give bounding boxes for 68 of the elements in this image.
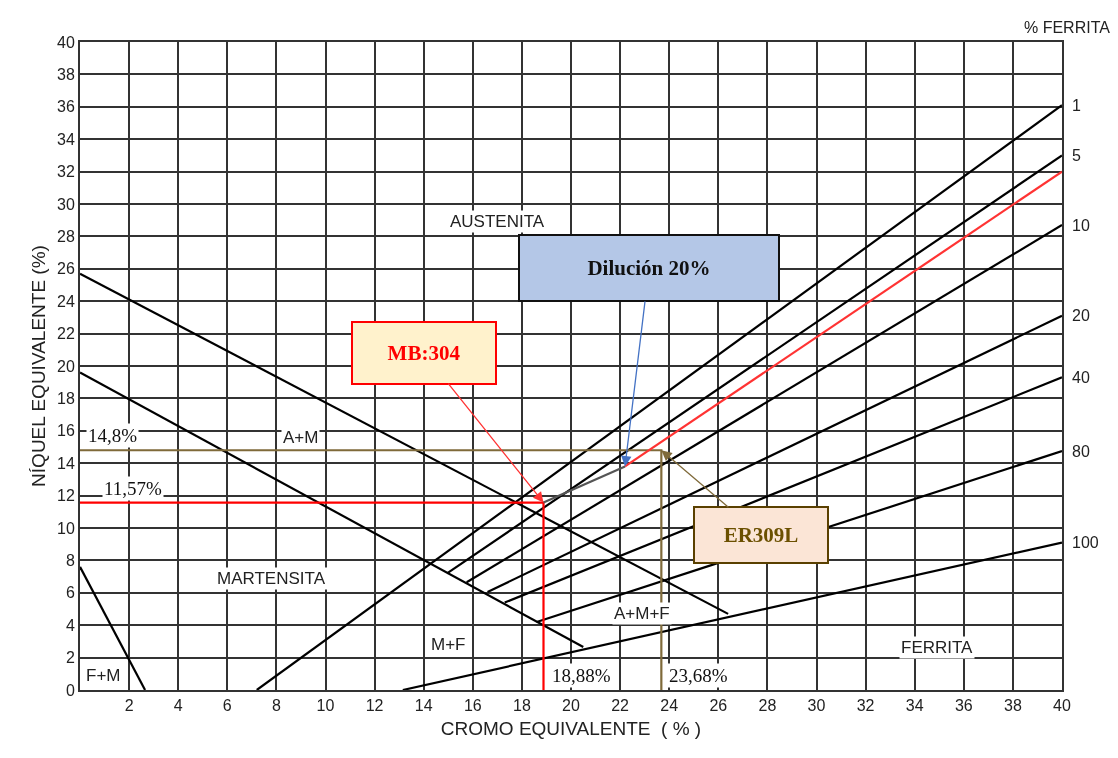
y-tick-label: 32 <box>57 163 75 181</box>
y-tick-label: 30 <box>57 195 75 213</box>
y-tick-label: 4 <box>65 616 75 634</box>
x-tick-label: 22 <box>611 697 630 715</box>
picture-callout-box: MB:304 <box>351 321 545 504</box>
y-tick-label: 40 <box>57 33 75 51</box>
y-tick-label: 20 <box>57 357 75 375</box>
x-tick-label: 24 <box>660 697 679 715</box>
annotation: M+F <box>431 635 466 654</box>
annotation: A+M <box>283 428 319 447</box>
picture-callout-box: Dilución 20% <box>518 234 780 468</box>
annotation: 23,68% <box>669 665 728 686</box>
series-label: 20 <box>1072 307 1090 324</box>
annotation: 18,88% <box>552 665 611 686</box>
x-tick-label: 38 <box>1004 697 1022 715</box>
annotation: AUSTENITA <box>450 212 545 231</box>
annotation: 11,57% <box>104 478 163 499</box>
text: % FERRITA <box>1024 19 1111 36</box>
y-tick-label: 12 <box>57 487 75 505</box>
x-tick-label: 40 <box>1053 697 1071 715</box>
y-tick-label: 18 <box>57 390 75 407</box>
x-tick-label: 30 <box>807 697 826 715</box>
annotation: Dilución 20% <box>587 256 711 280</box>
y-tick-label: 34 <box>57 130 75 148</box>
x-tick-label: 16 <box>463 697 482 715</box>
y-tick-label: 10 <box>57 519 75 537</box>
annotation: F+M <box>86 666 121 685</box>
annotation: ER309L <box>723 523 799 547</box>
y-tick-label: 26 <box>57 260 75 278</box>
y-axis-title: NÍQUEL EQUIVALENTE (%) <box>28 245 50 487</box>
x-tick-label: 12 <box>365 697 384 715</box>
x-tick-label: 26 <box>709 697 728 715</box>
x-tick-label: 34 <box>905 697 924 715</box>
y-tick-label: 8 <box>65 552 75 569</box>
series-label: 40 <box>1072 369 1090 386</box>
y-tick-label: 22 <box>57 325 75 343</box>
x-tick-label: 10 <box>316 697 335 715</box>
annotation: A+M+F <box>614 604 670 623</box>
y-tick-label: 0 <box>65 681 75 699</box>
x-tick-label: 32 <box>856 697 875 715</box>
picture-callout-box: ER309L <box>660 449 829 564</box>
series-label: 5 <box>1072 147 1081 164</box>
series-label: 80 <box>1072 443 1090 460</box>
y-tick-label: 2 <box>65 649 75 667</box>
y-tick-label: 16 <box>57 422 75 440</box>
series-label: 1 <box>1072 97 1081 114</box>
annotation: MARTENSITA <box>217 569 326 588</box>
y-tick-label: 14 <box>57 454 75 472</box>
x-tick-label: 18 <box>513 697 531 715</box>
annotation: FERRITA <box>901 638 974 657</box>
x-tick-label: 8 <box>271 697 281 715</box>
series-label: 100 <box>1072 534 1099 551</box>
series-label: 10 <box>1072 217 1090 234</box>
annotation: 14,8% <box>88 425 138 446</box>
annotation: MB:304 <box>387 341 461 365</box>
x-tick-label: 2 <box>124 697 134 715</box>
x-tick-label: 36 <box>954 697 973 715</box>
x-tick-label: 4 <box>173 697 183 715</box>
y-tick-label: 36 <box>57 98 75 116</box>
x-tick-label: 20 <box>562 697 580 715</box>
y-tick-label: 28 <box>57 228 75 245</box>
x-tick-label: 28 <box>758 697 777 715</box>
y-tick-label: 38 <box>57 66 75 83</box>
x-axis-title: CROMO EQUIVALENTE ( % ) <box>440 717 702 739</box>
y-tick-label: 6 <box>65 584 75 602</box>
x-tick-label: 6 <box>222 697 232 715</box>
x-tick-label: 14 <box>414 697 433 715</box>
y-tick-label: 24 <box>57 292 75 310</box>
